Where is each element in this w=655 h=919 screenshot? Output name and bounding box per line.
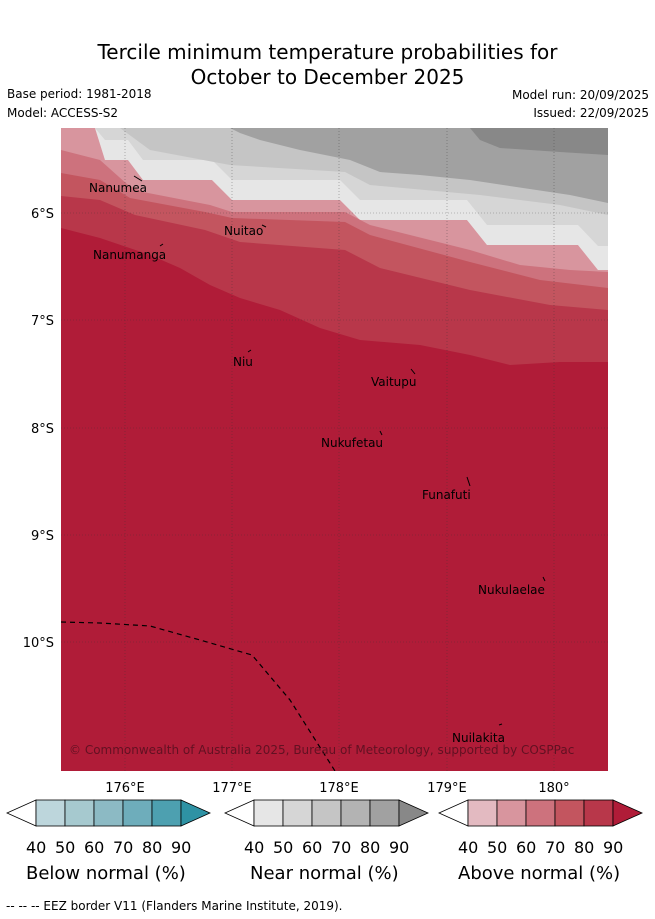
x-tick-180: 180° <box>538 781 569 796</box>
colorbar-near-title: Near normal (%) <box>250 863 399 884</box>
base-period: Base period: 1981-2018 <box>7 87 152 101</box>
place-niu: Niu <box>233 355 253 369</box>
above-tick-60: 60 <box>516 838 537 857</box>
map-title: Tercile minimum temperature probabilitie… <box>0 40 655 90</box>
eez-legend-note: -- -- -- EEZ border V11 (Flanders Marine… <box>6 899 343 913</box>
below-tick-40: 40 <box>26 838 47 857</box>
near-tick-40: 40 <box>244 838 265 857</box>
tercile-map: Nanumea Nanumanga Nuitao Niu Vaitupu Nuk… <box>23 128 608 796</box>
near-tick-60: 60 <box>302 838 323 857</box>
x-tick-176e: 176°E <box>105 781 145 796</box>
place-nanumea: Nanumea <box>89 181 147 195</box>
place-nukufetau: Nukufetau <box>321 436 383 450</box>
model-name: Model: ACCESS-S2 <box>7 106 119 120</box>
near-tick-80: 80 <box>360 838 381 857</box>
y-tick-6s: 6°S <box>31 207 54 222</box>
near-band-80 <box>470 128 608 155</box>
above-tick-40: 40 <box>458 838 479 857</box>
y-tick-7s: 7°S <box>31 314 54 329</box>
x-tick-178e: 178°E <box>319 781 359 796</box>
place-nukulaelae: Nukulaelae <box>478 583 545 597</box>
island-marks <box>133 175 546 726</box>
eez-border-line <box>61 621 336 771</box>
colorbar-near <box>224 799 429 827</box>
x-tick-177e: 177°E <box>212 781 252 796</box>
title-line-1: Tercile minimum temperature probabilitie… <box>97 40 558 64</box>
below-tick-50: 50 <box>55 838 76 857</box>
place-nanumanga: Nanumanga <box>93 248 166 262</box>
near-tick-90: 90 <box>389 838 410 857</box>
x-tick-179e: 179°E <box>427 781 467 796</box>
y-tick-8s: 8°S <box>31 422 54 437</box>
near-tick-70: 70 <box>331 838 352 857</box>
issued-date: Issued: 22/09/2025 <box>533 106 649 120</box>
above-tick-90: 90 <box>603 838 624 857</box>
above-band-80 <box>61 228 608 771</box>
x-axis-labels: 176°E 177°E 178°E 179°E 180° <box>105 781 569 796</box>
gridlines <box>61 128 608 771</box>
colorbar-above <box>438 799 643 827</box>
above-tick-50: 50 <box>487 838 508 857</box>
above-tick-70: 70 <box>545 838 566 857</box>
below-tick-90: 90 <box>171 838 192 857</box>
y-axis-labels: 6°S 7°S 8°S 9°S 10°S <box>23 207 54 651</box>
below-tick-80: 80 <box>142 838 163 857</box>
colorbars <box>6 799 643 827</box>
y-tick-10s: 10°S <box>23 636 54 651</box>
above-tick-80: 80 <box>574 838 595 857</box>
y-tick-9s: 9°S <box>31 529 54 544</box>
place-nuilakita: Nuilakita <box>452 731 505 745</box>
place-funafuti: Funafuti <box>422 488 471 502</box>
colorbar-below-title: Below normal (%) <box>26 863 186 884</box>
colorbar-below <box>6 799 211 827</box>
title-line-2: October to December 2025 <box>190 65 465 89</box>
copyright-notice: © Commonwealth of Australia 2025, Bureau… <box>69 743 574 757</box>
near-tick-50: 50 <box>273 838 294 857</box>
place-vaitupu: Vaitupu <box>371 375 417 389</box>
model-run: Model run: 20/09/2025 <box>511 88 649 102</box>
below-tick-70: 70 <box>113 838 134 857</box>
below-tick-60: 60 <box>84 838 105 857</box>
place-nuitao: Nuitao <box>224 224 263 238</box>
colorbar-above-title: Above normal (%) <box>458 863 621 884</box>
